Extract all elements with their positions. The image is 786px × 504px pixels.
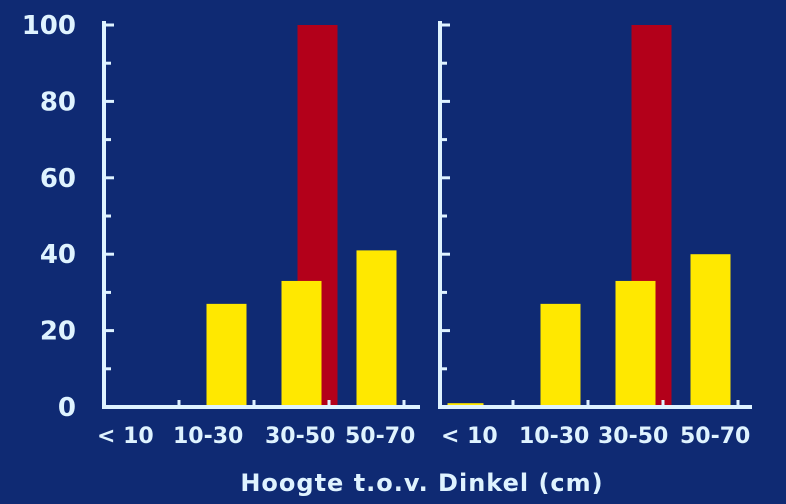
panel-1-x-tick-label-1: < 10 <box>97 424 154 449</box>
panel-2-bar-yellow-2 <box>540 303 581 407</box>
panel-2-bar-yellow-3 <box>615 280 656 407</box>
panel-2-x-tick-label-1: < 10 <box>441 424 498 449</box>
panel-1-bar-yellow-4 <box>356 250 397 407</box>
panel-1-x-tick-label-2: 10-30 <box>173 424 243 449</box>
y-tick-label-40: 40 <box>40 240 76 270</box>
panel-1-x-tick-label-4: 50-70 <box>345 424 415 449</box>
panel-1-x-tick-label-3: 30-50 <box>265 424 335 449</box>
panel-2-x-tick-label-4: 50-70 <box>680 424 750 449</box>
panel-2-bar-yellow-4 <box>690 254 731 407</box>
y-tick-label-0: 0 <box>58 393 76 423</box>
y-tick-label-80: 80 <box>40 87 76 117</box>
panel-1-bar-yellow-2 <box>206 303 247 407</box>
x-axis-title: Hoogte t.o.v. Dinkel (cm) <box>240 469 603 497</box>
y-tick-label-100: 100 <box>22 11 76 41</box>
y-tick-label-60: 60 <box>40 164 76 194</box>
panel-1-bar-yellow-3 <box>281 280 322 407</box>
y-tick-label-20: 20 <box>40 317 76 347</box>
panel-2-x-tick-label-3: 30-50 <box>598 424 668 449</box>
panel-2-x-tick-label-2: 10-30 <box>519 424 589 449</box>
